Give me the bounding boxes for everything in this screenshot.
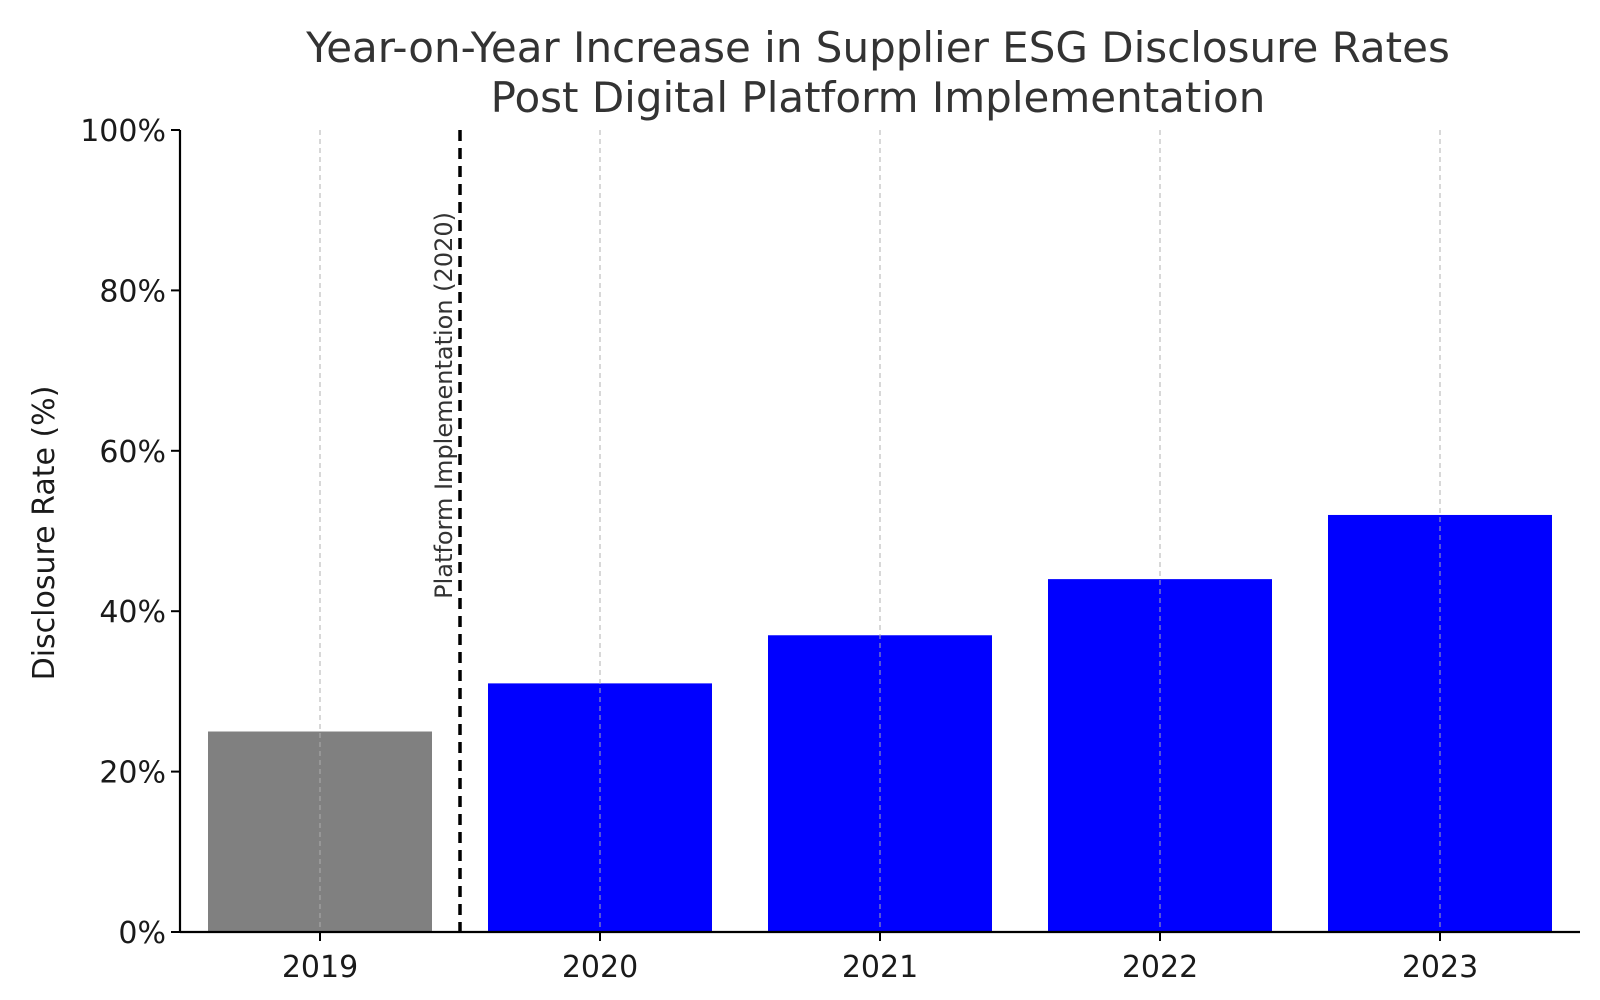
chart-title-line-2: Post Digital Platform Implementation (491, 73, 1266, 122)
y-tick-label-0: 0% (118, 916, 166, 951)
x-tick-label-2022: 2022 (1122, 950, 1198, 985)
x-tick-label-2019: 2019 (282, 950, 358, 985)
annotation-label: Platform Implementation (2020) (430, 212, 458, 599)
bar-2021 (768, 635, 992, 932)
y-tick-label-100: 100% (80, 114, 166, 149)
y-tick-label-60: 60% (99, 435, 166, 470)
ticks-layer: 0% 20% 40% 60% 80% 100% 2019 2020 2021 2022 2023 (80, 114, 1478, 985)
y-tick-label-40: 40% (99, 595, 166, 630)
grid-layer (319, 130, 1441, 932)
annotation-layer: Platform Implementation (2020) (430, 130, 462, 932)
x-tick-label-2020: 2020 (562, 950, 638, 985)
y-axis-label: Disclosure Rate (%) (27, 386, 62, 681)
y-tick-label-80: 80% (99, 274, 166, 309)
x-tick-label-2021: 2021 (842, 950, 918, 985)
x-tick-label-2023: 2023 (1402, 950, 1478, 985)
y-tick-label-20: 20% (99, 756, 166, 791)
chart-title-line-1: Year-on-Year Increase in Supplier ESG Di… (305, 23, 1450, 72)
